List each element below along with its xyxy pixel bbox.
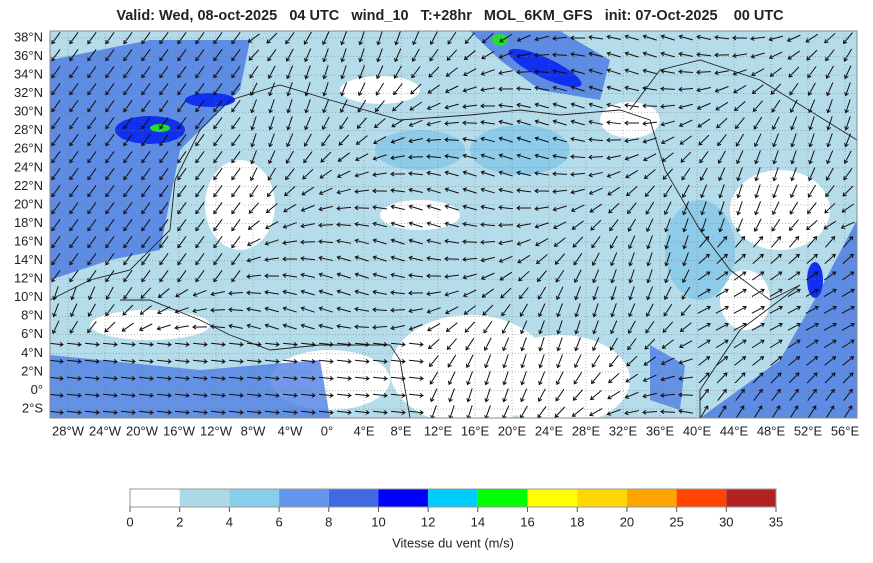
lat-label: 6°N [21,326,43,341]
lon-label: 24°E [535,423,564,438]
lon-label: 16°W [163,423,196,438]
lon-label: 24°W [89,423,122,438]
lon-label: 4°E [353,423,374,438]
lat-label: 2°N [21,363,43,378]
colorbar-tick-label: 30 [719,514,733,529]
lat-label: 26°N [14,141,43,156]
lon-label: 12°W [200,423,233,438]
coastline [50,59,857,418]
lat-label: 32°N [14,85,43,100]
colorbar-segment [229,489,280,507]
colorbar-tick-label: 4 [226,514,233,529]
lat-label: 34°N [14,67,43,82]
colorbar: 0 2 4 6 8 10 12 14 16 18 20 25 30 35 [126,488,783,529]
lat-label: 36°N [14,48,43,63]
lat-label: 8°N [21,308,43,323]
colorbar-tick-label: 35 [769,514,783,529]
lat-label: 30°N [14,104,43,119]
colorbar-segment [279,489,329,507]
lon-label: 48°E [757,423,786,438]
map [50,31,857,418]
colorbar-tick-label: 0 [126,514,133,529]
max-areas [115,48,823,298]
lon-label: 44°E [720,423,749,438]
colorbar-segment [577,489,627,507]
lon-label: 36°E [646,423,675,438]
lat-label: 20°N [14,196,43,211]
colorbar-tick-label: 25 [669,514,683,529]
lat-label: 28°N [14,122,43,137]
lon-label: 52°E [794,423,823,438]
colorbar-tick-label: 16 [520,514,534,529]
colorbar-segment [378,489,429,507]
lat-label: 4°N [21,345,43,360]
lat-label: 14°N [14,252,43,267]
lon-label: 8°E [390,423,411,438]
colorbar-segment [130,489,180,507]
wind-arrows [50,31,855,418]
colorbar-segment [726,489,776,507]
lat-label: 10°N [14,289,43,304]
colorbar-tick-label: 6 [275,514,282,529]
colorbar-segment [428,489,478,507]
colorbar-segment [477,489,528,507]
colorbar-frame [129,488,777,508]
colorbar-segment [328,489,379,507]
lat-label: 24°N [14,159,43,174]
colorbar-segment [626,489,677,507]
colorbar-tick-label: 18 [570,514,584,529]
colorbar-tick-label: 20 [620,514,634,529]
lon-label: 28°E [572,423,601,438]
lat-label: 2°S [22,400,43,415]
lon-label: 20°E [498,423,527,438]
axis-labels: 38°N 36°N 34°N 32°N 30°N 28°N 26°N 24°N 22°N 20°N… [14,29,860,438]
lon-label: 20°W [126,423,159,438]
lat-label: 12°N [14,271,43,286]
lon-label: 56°E [831,423,860,438]
lon-label: 16°E [461,423,490,438]
lon-label: 4°W [278,423,303,438]
lat-label: 22°N [14,178,43,193]
colorbar-tick-label: 8 [325,514,332,529]
lon-label: 32°E [609,423,638,438]
lon-label: 0° [321,423,333,438]
title: Valid: Wed, 08-oct-2025 04 UTC wind_10 T… [116,8,784,24]
lon-label: 40°E [683,423,712,438]
colorbar-segment [676,489,727,507]
colorbar-segment [179,489,230,507]
lat-label: 16°N [14,233,43,248]
colorbar-tick-label: 14 [471,514,485,529]
lat-label: 38°N [14,29,43,44]
colorbar-segment [527,489,578,507]
colorbar-tick-label: 12 [421,514,435,529]
colorbar-label: Vitesse du vent (m/s) [392,535,514,550]
map-frame [49,30,858,419]
colorbar-tick-label: 2 [176,514,183,529]
lon-label: 12°E [424,423,453,438]
lat-label: 0° [31,382,43,397]
colorbar-tick-label: 10 [371,514,385,529]
lon-label: 8°W [241,423,266,438]
moderate-areas [375,125,735,300]
lon-label: 28°W [52,423,85,438]
lat-label: 18°N [14,215,43,230]
